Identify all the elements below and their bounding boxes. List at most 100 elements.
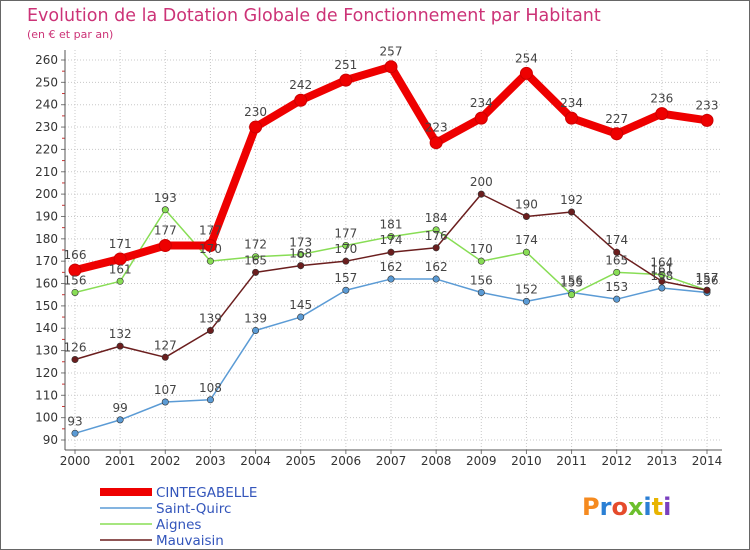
data-point <box>71 429 79 437</box>
data-label: 233 <box>696 98 719 112</box>
data-point <box>252 268 260 276</box>
legend-label: Saint-Quirc <box>156 501 231 517</box>
data-label: 177 <box>334 227 357 241</box>
data-label: 162 <box>425 260 448 274</box>
data-label: 176 <box>425 229 448 243</box>
data-point <box>116 416 124 424</box>
data-label: 107 <box>154 383 177 397</box>
data-point <box>342 286 350 294</box>
data-point <box>116 277 124 285</box>
data-point <box>342 257 350 265</box>
data-point <box>158 239 172 253</box>
data-point <box>522 297 530 305</box>
data-label: 157 <box>696 271 719 285</box>
data-label: 170 <box>470 242 493 256</box>
data-label: 93 <box>67 414 82 428</box>
data-point <box>432 275 440 283</box>
x-tick-label: 2008 <box>421 454 452 468</box>
data-point <box>700 113 714 127</box>
data-label: 161 <box>650 262 673 276</box>
data-label: 156 <box>64 273 87 287</box>
x-tick-label: 2014 <box>692 454 723 468</box>
data-point <box>161 353 169 361</box>
data-point <box>161 206 169 214</box>
data-label: 139 <box>199 311 222 325</box>
data-label: 254 <box>515 51 538 65</box>
data-label: 162 <box>380 260 403 274</box>
proxiti-logo: Proxiti <box>582 493 671 521</box>
data-label: 157 <box>696 271 719 285</box>
data-label: 155 <box>560 276 583 290</box>
data-label: 184 <box>425 211 448 225</box>
data-label: 242 <box>289 78 312 92</box>
data-label: 165 <box>244 253 267 267</box>
data-label: 161 <box>109 262 132 276</box>
chart-subtitle: (en € et par an) <box>27 28 113 41</box>
legend-label: Aignes <box>156 517 201 533</box>
x-tick-label: 2012 <box>601 454 632 468</box>
x-tick-label: 2011 <box>556 454 587 468</box>
y-tick-label: 230 <box>35 120 58 134</box>
axis-layer: 90 100 110 120 130 140 150 160 170 180 190 200 210 22… <box>35 50 722 468</box>
data-label: 200 <box>470 175 493 189</box>
data-point <box>703 286 711 294</box>
y-tick-label: 140 <box>35 321 58 335</box>
y-tick-label: 170 <box>35 254 58 268</box>
y-tick-label: 250 <box>35 75 58 89</box>
data-point <box>297 313 305 321</box>
data-label: 230 <box>244 105 267 119</box>
data-point <box>658 284 666 292</box>
data-label: 181 <box>380 218 403 232</box>
x-tick-label: 2006 <box>331 454 362 468</box>
data-point <box>613 295 621 303</box>
x-tick-label: 2013 <box>647 454 678 468</box>
data-label: 251 <box>334 58 357 72</box>
legend-label: Mauvaisin <box>156 533 224 549</box>
data-label: 158 <box>650 269 673 283</box>
data-label: 177 <box>199 224 222 238</box>
y-tick-label: 240 <box>35 98 58 112</box>
data-label: 174 <box>515 233 538 247</box>
data-point <box>297 262 305 270</box>
data-point <box>339 73 353 87</box>
y-tick-label: 180 <box>35 232 58 246</box>
y-tick-label: 130 <box>35 344 58 358</box>
data-point <box>474 111 488 125</box>
data-label: 174 <box>380 233 403 247</box>
data-point <box>387 233 395 241</box>
x-tick-label: 2010 <box>511 454 542 468</box>
data-label: 164 <box>650 256 673 270</box>
data-label: 127 <box>154 338 177 352</box>
data-point <box>519 66 533 80</box>
data-point <box>116 342 124 350</box>
data-label: 193 <box>154 191 177 205</box>
data-label: 156 <box>470 273 493 287</box>
y-tick-label: 100 <box>35 411 58 425</box>
data-point <box>68 263 82 277</box>
data-label: 170 <box>199 242 222 256</box>
data-point <box>655 107 669 121</box>
data-point <box>206 396 214 404</box>
y-tick-label: 190 <box>35 209 58 223</box>
data-label: 165 <box>605 253 628 267</box>
data-label: 227 <box>605 112 628 126</box>
x-tick-label: 2003 <box>195 454 226 468</box>
data-label: 171 <box>109 237 132 251</box>
data-label: 157 <box>334 271 357 285</box>
y-tick-label: 160 <box>35 277 58 291</box>
x-tick-label: 2009 <box>466 454 497 468</box>
data-point <box>610 127 624 141</box>
data-label: 152 <box>515 282 538 296</box>
data-point <box>206 257 214 265</box>
y-tick-label: 110 <box>35 388 58 402</box>
data-point <box>71 288 79 296</box>
data-label: 170 <box>334 242 357 256</box>
data-label: 145 <box>289 298 312 312</box>
data-label: 99 <box>113 401 128 415</box>
series-layer <box>68 60 714 437</box>
data-point <box>568 291 576 299</box>
data-point <box>477 288 485 296</box>
y-tick-label: 150 <box>35 299 58 313</box>
data-point <box>71 356 79 364</box>
